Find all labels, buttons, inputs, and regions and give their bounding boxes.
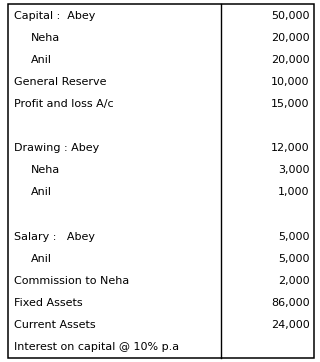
Text: 3,000: 3,000 (278, 165, 309, 176)
Text: General Reserve: General Reserve (14, 77, 106, 87)
Text: Interest on capital @ 10% p.a: Interest on capital @ 10% p.a (14, 342, 179, 352)
Text: Anil: Anil (31, 254, 52, 264)
Text: Neha: Neha (31, 165, 60, 176)
Text: Current Assets: Current Assets (14, 320, 95, 330)
Text: 10,000: 10,000 (271, 77, 309, 87)
Text: 86,000: 86,000 (271, 298, 309, 308)
Text: Anil: Anil (31, 188, 52, 198)
Text: 50,000: 50,000 (271, 11, 309, 21)
Text: 24,000: 24,000 (271, 320, 309, 330)
Text: Salary :   Abey: Salary : Abey (14, 232, 95, 242)
Text: Profit and loss A/c: Profit and loss A/c (14, 99, 113, 109)
Text: Fixed Assets: Fixed Assets (14, 298, 82, 308)
Text: Anil: Anil (31, 55, 52, 65)
Text: 5,000: 5,000 (278, 254, 309, 264)
Text: Commission to Neha: Commission to Neha (14, 276, 129, 286)
Text: 15,000: 15,000 (271, 99, 309, 109)
Text: 12,000: 12,000 (271, 143, 309, 153)
Text: Drawing : Abey: Drawing : Abey (14, 143, 99, 153)
Text: Neha: Neha (31, 33, 60, 43)
Text: 5,000: 5,000 (278, 232, 309, 242)
Text: 2,000: 2,000 (278, 276, 309, 286)
Text: Capital :  Abey: Capital : Abey (14, 11, 95, 21)
Text: 1,000: 1,000 (278, 188, 309, 198)
Text: 20,000: 20,000 (271, 55, 309, 65)
Text: 20,000: 20,000 (271, 33, 309, 43)
